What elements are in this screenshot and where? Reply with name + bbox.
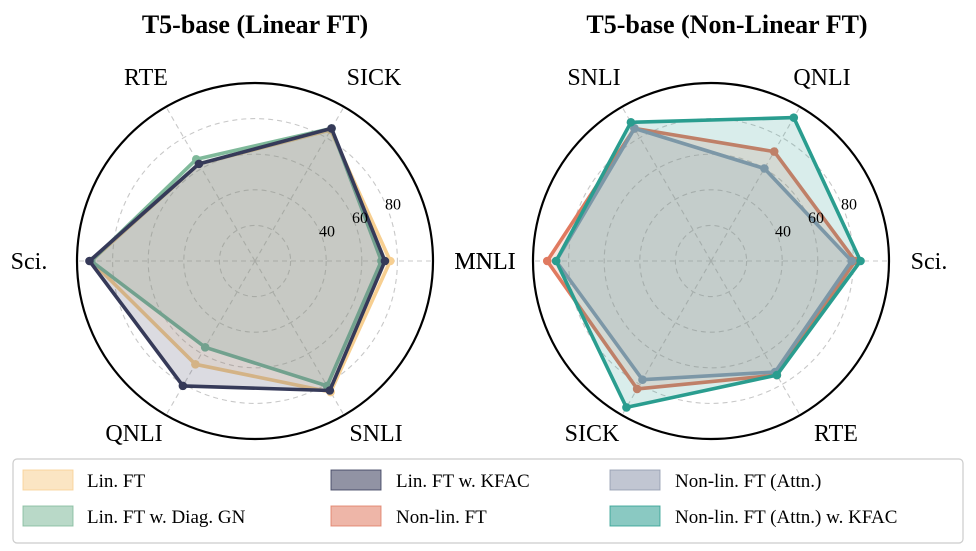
legend-swatch — [609, 469, 661, 491]
tick-label-60: 60 — [808, 210, 824, 227]
grid-ring — [603, 153, 819, 369]
radar-chart-linear-ft: T5-base (Linear FT) 40 60 80 MNLI SICK R… — [11, 10, 516, 447]
radar-tick-labels: 40 60 80 — [775, 197, 857, 241]
tick-label-40: 40 — [775, 223, 791, 240]
tick-label-40: 40 — [319, 223, 335, 240]
data-point-qnli — [191, 359, 200, 369]
legend-entry-nonlin-ft-attn-kfac: Non-lin. FT (Attn.) w. KFAC — [609, 505, 897, 528]
radar-grid-rings — [112, 118, 398, 404]
legend: Lin. FT Lin. FT w. KFAC Non-lin. FT (Att… — [12, 458, 964, 544]
data-point-sick — [632, 384, 642, 394]
axis-label-mnli: MNLI — [454, 249, 515, 275]
series-area — [547, 128, 856, 389]
radar-outer-frame — [75, 81, 435, 441]
chart-title-linear-ft: T5-base (Linear FT) — [142, 10, 368, 39]
data-point-sick — [622, 403, 631, 412]
axis-label-sci: Sci. — [11, 249, 48, 275]
grid-ring — [183, 189, 327, 333]
series-area — [89, 128, 385, 391]
legend-swatch — [22, 505, 74, 527]
grid-ring — [218, 224, 292, 298]
legend-label: Non-lin. FT (Attn.) — [675, 471, 821, 492]
data-point-qnli — [760, 164, 769, 173]
data-point-mnli — [380, 256, 390, 266]
data-point-rte — [194, 159, 204, 169]
radar-series-layer — [542, 113, 865, 412]
legend-label: Non-lin. FT — [396, 507, 487, 528]
legend-frame — [12, 458, 964, 544]
grid-ring — [674, 224, 748, 298]
grid-spoke — [621, 106, 712, 262]
legend-label: Lin. FT w. KFAC — [396, 471, 530, 492]
legend-swatch — [22, 469, 74, 491]
legend-entry-nonlin-ft: Non-lin. FT — [330, 505, 487, 528]
legend-entry-lin-ft: Lin. FT — [22, 469, 145, 492]
grid-spoke — [710, 106, 801, 262]
tick-label-80: 80 — [385, 197, 401, 214]
data-point-mnli — [551, 256, 561, 266]
grid-ring — [639, 189, 783, 333]
axis-label-mnli: MNLI — [454, 249, 515, 275]
legend-entry-nonlin-ft-attn: Non-lin. FT (Attn.) — [609, 469, 821, 492]
axis-label-sci: Sci. — [911, 249, 948, 275]
axis-label-rte: RTE — [124, 65, 168, 91]
data-point-snli — [626, 117, 636, 127]
tick-label-80: 80 — [841, 197, 857, 214]
legend-label: Lin. FT w. Diag. GN — [87, 507, 246, 528]
legend-label: Lin. FT — [87, 471, 145, 492]
radar-axis-labels: MNLI SICK RTE Sci. QNLI SNLI — [11, 65, 516, 447]
axis-label-rte: RTE — [814, 421, 858, 447]
radar-series-layer — [85, 124, 395, 397]
legend-entry-lin-ft-diag-gn: Lin. FT w. Diag. GN — [22, 505, 246, 528]
legend-swatch — [330, 505, 382, 527]
grid-spoke — [710, 260, 801, 416]
grid-ring — [112, 118, 398, 404]
data-point-rte — [772, 370, 782, 380]
data-point-qnli — [789, 113, 799, 122]
data-point-sci — [85, 256, 94, 266]
series-lin-ft-w-kfac — [85, 124, 390, 395]
data-point-qnli — [200, 343, 210, 352]
axis-label-snli: SNLI — [567, 65, 620, 91]
data-point-sci — [856, 256, 865, 266]
data-point-qnli — [178, 381, 188, 391]
radar-tick-labels: 40 60 80 — [319, 197, 401, 241]
data-point-snli — [325, 386, 335, 395]
tick-label-60: 60 — [352, 210, 368, 227]
axis-label-sick: SICK — [565, 421, 620, 447]
data-point-qnli — [769, 147, 779, 156]
legend-swatch — [330, 469, 382, 491]
axis-label-sick: SICK — [347, 65, 402, 91]
radar-chart-non-linear-ft: T5-base (Non-Linear FT) 40 60 80 Sci. QN… — [454, 10, 947, 447]
data-point-sick — [638, 375, 647, 384]
legend-swatch — [609, 505, 661, 527]
data-point-sci — [847, 256, 856, 266]
chart-title-non-linear-ft: T5-base (Non-Linear FT) — [586, 10, 867, 39]
data-point-mnli — [542, 256, 552, 266]
radar-outer-frame — [531, 81, 891, 441]
grid-ring — [147, 153, 363, 369]
axis-label-snli: SNLI — [349, 421, 402, 447]
data-point-sick — [327, 124, 336, 133]
series-non-lin-ft-attn-w-kfac — [551, 113, 865, 412]
grid-spoke — [165, 106, 256, 262]
series-area — [556, 117, 861, 408]
legend-entry-lin-ft-kfac: Lin. FT w. KFAC — [330, 469, 530, 492]
legend-label: Non-lin. FT (Attn.) w. KFAC — [675, 507, 897, 528]
axis-label-qnli: QNLI — [793, 65, 850, 91]
series-area — [556, 128, 852, 380]
radar-axis-labels: Sci. QNLI SNLI MNLI SICK RTE — [454, 65, 947, 447]
axis-label-qnli: QNLI — [105, 421, 162, 447]
